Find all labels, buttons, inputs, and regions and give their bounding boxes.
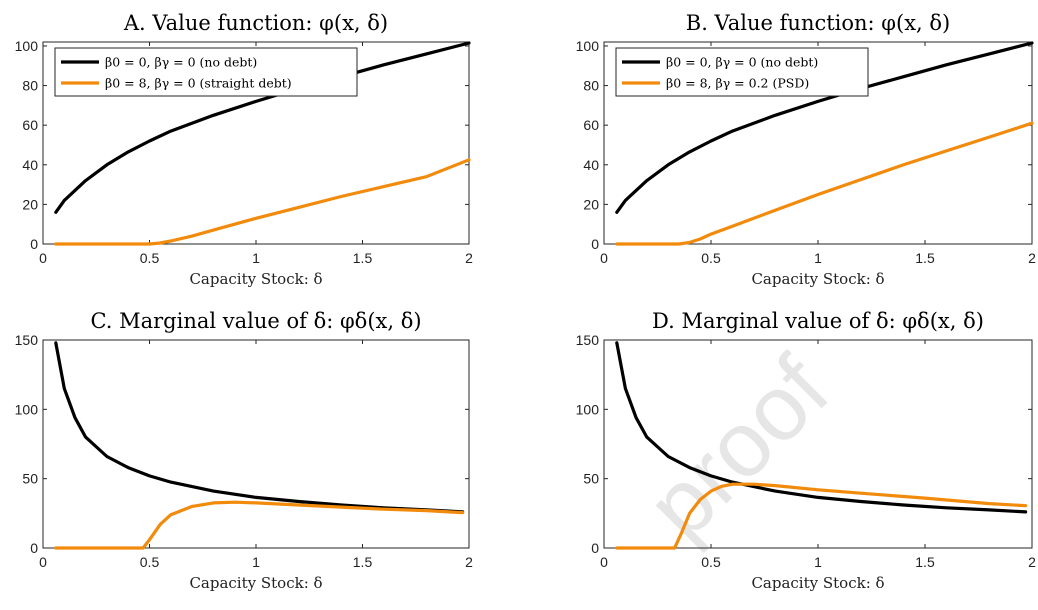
panel-a-title: A. Value function: φ(x, δ) [123,11,388,35]
panel-a-y-tick-label: 80 [22,78,38,94]
panel-a-x-tick-label: 0 [39,250,47,266]
panel-d-x-tick-label: 2 [1028,554,1036,570]
panel-a-legend-entry: β0 = 8, βγ = 0 (straight debt) [105,76,292,91]
panel-d-x-tick-label: 0 [600,554,608,570]
panel-a-legend-entry: β0 = 0, βγ = 0 (no debt) [105,55,257,70]
panel-b-legend: β0 = 0, βγ = 0 (no debt) β0 = 8, βγ = 0.2… [615,47,869,97]
panel-c-y-tick-label: 50 [22,471,38,487]
panel-a-x-tick-label: 2 [465,250,473,266]
panel-b-x-axis-label: Capacity Stock: δ [751,270,884,288]
panel-a-y-tick-label: 60 [22,117,38,133]
panel-a-y-tick-label: 40 [22,157,38,173]
panel-c: 0 0.5 1 1.5 2 0 50 100 150 C. Marginal value of δ… [15,309,473,592]
panel-b-y-tick-label: 60 [583,117,599,133]
panel-d-x-tick-label: 1.5 [915,554,935,570]
panel-d-x-tick-label: 0.5 [701,554,721,570]
panel-a-x-tick-label: 1 [252,250,260,266]
panel-b-y-tick-label: 80 [583,78,599,94]
panel-b-y-tick-label: 0 [591,236,599,252]
panel-b-series-no-debt-line [615,41,1034,214]
panel-c-series-debt-line [54,500,465,550]
panel-d-x-axis-label: Capacity Stock: δ [751,574,884,592]
panel-b-x-tick-label: 0 [600,250,608,266]
panel-a-x-tick-label: 1.5 [353,250,373,266]
panel-a-legend: β0 = 0, βγ = 0 (no debt) β0 = 8, βγ = 0 (… [54,47,358,97]
panel-c-x-axis-label: Capacity Stock: δ [189,574,322,592]
panel-b-x-tick-label: 1 [814,250,822,266]
panel-b-y-tick-label: 40 [583,157,599,173]
panel-b-y-tick-label: 100 [576,38,600,54]
panel-c-y-tick-label: 0 [30,540,38,556]
panel-d-y-tick-label: 50 [583,471,599,487]
panel-c-x-tick-label: 0.5 [140,554,160,570]
panel-a-x-axis-label: Capacity Stock: δ [189,270,322,288]
panel-b-x-tick-label: 1.5 [915,250,935,266]
panel-c-title: C. Marginal value of δ: φδ(x, δ) [90,309,421,333]
panel-c-y-tick-label: 150 [15,332,39,348]
panel-a-y-tick-label: 0 [30,236,38,252]
panel-b-x-tick-label: 2 [1028,250,1036,266]
panel-b-series-debt-line [615,121,1034,246]
panel-d-title: D. Marginal value of δ: φδ(x, δ) [652,309,984,333]
panel-a-series-no-debt-line [54,41,471,214]
panel-b-x-tick-label: 0.5 [701,250,721,266]
panel-d: 0 0.5 1 1.5 2 0 50 100 150 D. Marginal value of δ… [576,309,1036,592]
panel-b-legend-box [615,47,869,97]
panel-b-title: B. Value function: φ(x, δ) [686,11,950,35]
panel-d-y-tick-label: 0 [591,540,599,556]
panel-a-series-debt-line [54,158,471,246]
panel-c-y-tick-label: 100 [15,401,39,417]
panel-b-y-tick-label: 20 [583,196,599,212]
panel-c-x-tick-label: 1.5 [353,554,373,570]
panel-a-x-tick-label: 0.5 [140,250,160,266]
panel-a-legend-box [54,47,358,97]
panel-a-y-tick-label: 20 [22,196,38,212]
panel-c-series-no-debt-line [54,341,465,514]
panel-a-y-tick-label: 100 [15,38,39,54]
panel-c-axes-box [42,339,470,549]
panel-d-y-tick-label: 100 [576,401,600,417]
panel-c-x-tick-label: 0 [39,554,47,570]
panel-c-x-tick-label: 1 [252,554,260,570]
panel-c-x-tick-label: 2 [465,554,473,570]
panel-b-legend-entry: β0 = 8, βγ = 0.2 (PSD) [666,76,809,91]
panel-d-series-no-debt-line [615,341,1028,514]
panel-d-x-tick-label: 1 [814,554,822,570]
panel-b-legend-entry: β0 = 0, βγ = 0 (no debt) [666,55,818,70]
panel-d-series-debt-line [615,482,1028,550]
panel-d-y-tick-label: 150 [576,332,600,348]
